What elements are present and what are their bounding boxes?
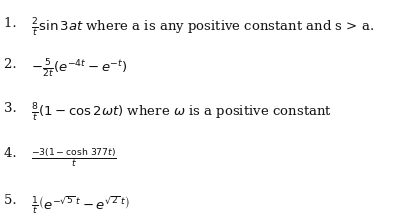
Text: 1.: 1. [4, 17, 23, 30]
Text: $\frac{1}{t}\left(e^{-\sqrt{5}\,t} - e^{\sqrt{2}\,t}\right)$: $\frac{1}{t}\left(e^{-\sqrt{5}\,t} - e^{… [31, 194, 129, 216]
Text: $\frac{8}{t}(1 - \cos 2\omega t)$ where $\omega$ is a positive constant: $\frac{8}{t}(1 - \cos 2\omega t)$ where … [31, 102, 332, 124]
Text: $\frac{-3(1-\cosh\,377t)}{t}$: $\frac{-3(1-\cosh\,377t)}{t}$ [31, 147, 117, 169]
Text: $-\frac{5}{2t}(e^{-4t} - e^{-t})$: $-\frac{5}{2t}(e^{-4t} - e^{-t})$ [31, 58, 127, 80]
Text: $\frac{2}{t}\sin 3at$ where a is any positive constant and s > a.: $\frac{2}{t}\sin 3at$ where a is any pos… [31, 17, 374, 39]
Text: 2.: 2. [4, 58, 23, 71]
Text: 3.: 3. [4, 102, 23, 114]
Text: 4.: 4. [4, 147, 23, 160]
Text: 5.: 5. [4, 194, 23, 207]
